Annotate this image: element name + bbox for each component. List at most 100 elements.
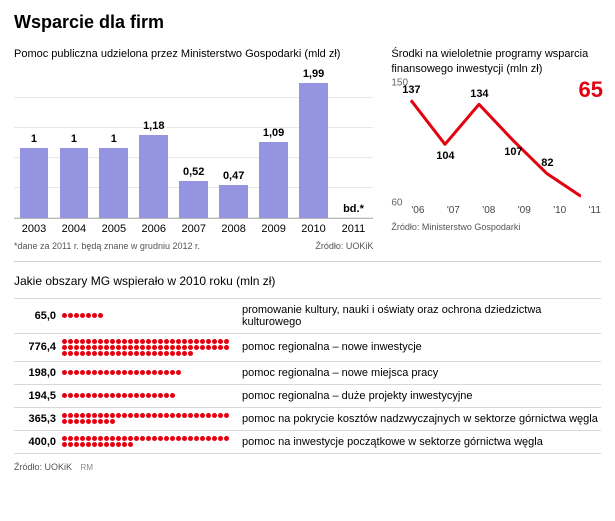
dot-icon: [86, 413, 91, 418]
dot-icon: [140, 345, 145, 350]
dot-icon: [200, 413, 205, 418]
bar-chart-source: Źródło: UOKiK: [315, 241, 373, 251]
bar-x-label: 2005: [96, 223, 132, 235]
dot-icon: [74, 339, 79, 344]
dot-icon: [164, 370, 169, 375]
line-chart-source: Źródło: Ministerstwo Gospodarki: [391, 222, 601, 232]
bar-column: 0,52: [176, 68, 212, 218]
dot-icon: [86, 442, 91, 447]
bar: [259, 142, 288, 218]
bar-x-label: 2004: [56, 223, 92, 235]
dot-icon: [194, 339, 199, 344]
bar: [60, 148, 89, 218]
bar-value-label: 0,47: [223, 170, 244, 182]
line-point-label: 107: [504, 146, 522, 158]
dot-icon: [62, 413, 67, 418]
dot-icon: [68, 370, 73, 375]
dot-icon: [98, 370, 103, 375]
bar-chart: 1111,180,520,471,091,99bd.*: [14, 68, 373, 219]
line-x-label: '06: [411, 205, 424, 216]
dot-row: 198,0pomoc regionalna – nowe miejsca pra…: [14, 362, 601, 385]
dot-icon: [164, 345, 169, 350]
dot-grid: [62, 339, 232, 356]
dot-icon: [98, 339, 103, 344]
dot-icon: [104, 436, 109, 441]
dot-icon: [104, 339, 109, 344]
dot-icon: [74, 345, 79, 350]
dot-icon: [128, 413, 133, 418]
dot-icon: [206, 436, 211, 441]
dot-icon: [104, 370, 109, 375]
bar-value-label: 1,18: [143, 120, 164, 132]
dot-icon: [80, 313, 85, 318]
dot-icon: [110, 345, 115, 350]
dot-icon: [188, 339, 193, 344]
dot-icon: [62, 436, 67, 441]
dot-icon: [176, 351, 181, 356]
dot-icon: [170, 339, 175, 344]
dot-icon: [170, 436, 175, 441]
bar-chart-footnote: *dane za 2011 r. będą znane w grudniu 20…: [14, 241, 200, 251]
bar-x-label: 2006: [136, 223, 172, 235]
bar-value-label: 0,52: [183, 166, 204, 178]
bar-x-label: 2007: [176, 223, 212, 235]
dot-icon: [80, 345, 85, 350]
dot-icon: [158, 413, 163, 418]
dot-icon: [152, 345, 157, 350]
dot-icon: [188, 345, 193, 350]
bar-column: 1,18: [136, 68, 172, 218]
line-point-label: 104: [436, 150, 454, 162]
dot-icon: [140, 393, 145, 398]
dot-icon: [206, 345, 211, 350]
bar-column: 0,47: [216, 68, 252, 218]
dot-icon: [98, 351, 103, 356]
dot-icon: [218, 413, 223, 418]
dot-grid: [62, 370, 232, 375]
dot-icon: [134, 370, 139, 375]
line-x-label: '10: [553, 205, 566, 216]
bar-x-label: 2010: [296, 223, 332, 235]
dot-grid: [62, 313, 232, 318]
dot-icon: [212, 413, 217, 418]
dot-icon: [104, 442, 109, 447]
dot-icon: [116, 351, 121, 356]
dot-icon: [92, 419, 97, 424]
bar-value-label: 1: [31, 133, 37, 145]
dot-icon: [128, 351, 133, 356]
dot-section-footer: Źródło: UOKiK RM: [14, 462, 601, 472]
dot-icon: [206, 339, 211, 344]
dot-icon: [170, 351, 175, 356]
dot-icon: [182, 345, 187, 350]
dot-icon: [194, 345, 199, 350]
bar-column: 1: [16, 68, 52, 218]
dot-icon: [104, 413, 109, 418]
dot-icon: [116, 339, 121, 344]
dot-icon: [128, 442, 133, 447]
dot-icon: [68, 419, 73, 424]
dot-icon: [104, 345, 109, 350]
dot-row-desc: pomoc na inwestycje początkowe w sektorz…: [232, 436, 601, 448]
dot-icon: [146, 413, 151, 418]
dot-icon: [86, 370, 91, 375]
bar: [20, 148, 49, 218]
dot-icon: [98, 313, 103, 318]
dot-icon: [92, 436, 97, 441]
dot-icon: [98, 436, 103, 441]
dot-icon: [62, 345, 67, 350]
dot-icon: [176, 345, 181, 350]
dot-icon: [128, 370, 133, 375]
dot-icon: [92, 393, 97, 398]
dot-icon: [92, 351, 97, 356]
dot-icon: [110, 370, 115, 375]
bar: [299, 83, 328, 218]
bar: [179, 181, 208, 217]
dot-icon: [134, 413, 139, 418]
page-title: Wsparcie dla firm: [14, 12, 601, 33]
dot-icon: [170, 413, 175, 418]
dot-row: 400,0pomoc na inwestycje początkowe w se…: [14, 431, 601, 454]
dot-icon: [122, 442, 127, 447]
dot-icon: [146, 436, 151, 441]
dot-icon: [224, 339, 229, 344]
dot-icon: [122, 339, 127, 344]
dot-icon: [152, 339, 157, 344]
